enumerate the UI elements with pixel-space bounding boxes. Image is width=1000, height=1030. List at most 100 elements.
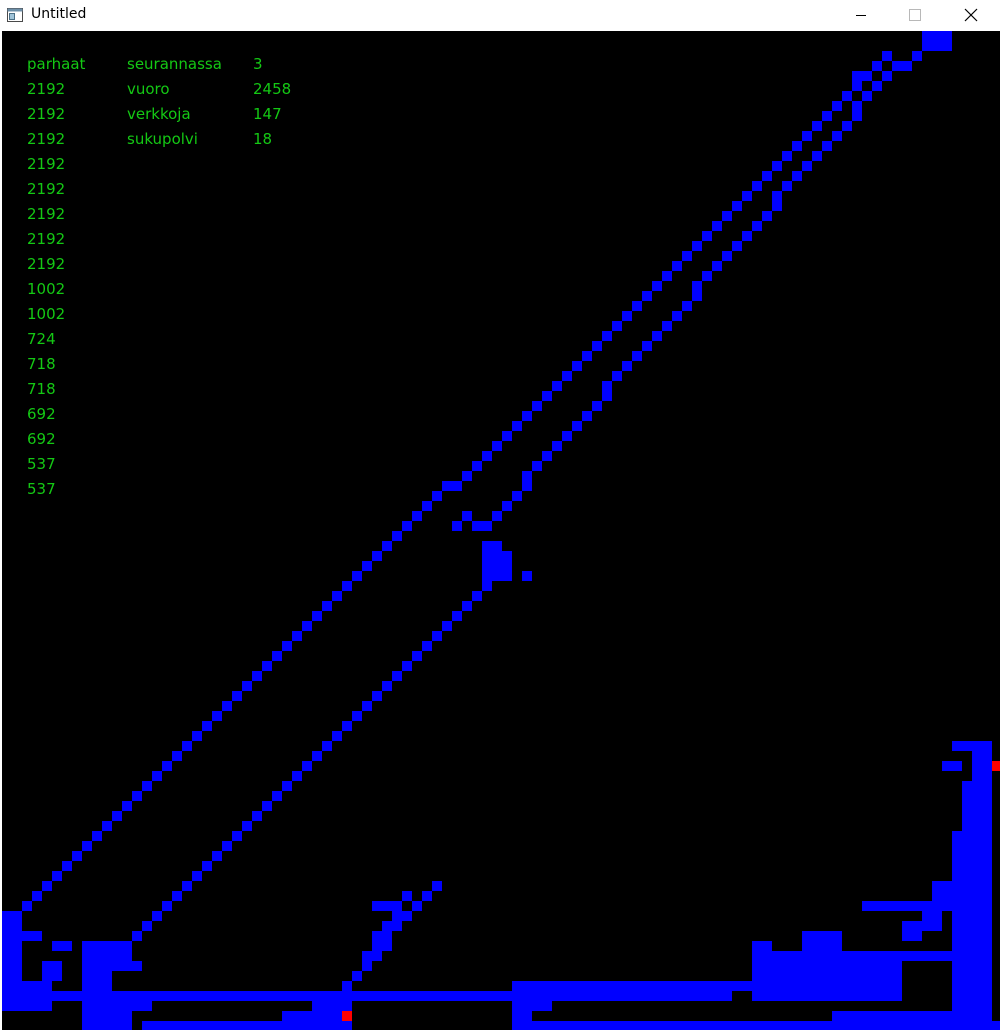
wall-block xyxy=(492,441,502,451)
wall-block xyxy=(602,391,612,401)
wall-block xyxy=(602,331,612,341)
wall-block xyxy=(512,421,522,431)
score-value: 718 xyxy=(27,380,56,398)
wall-block xyxy=(832,131,842,141)
wall-block xyxy=(772,201,782,211)
wall-block xyxy=(792,141,802,151)
wall-block xyxy=(52,871,62,881)
wall-block xyxy=(642,341,652,351)
wall-block xyxy=(362,961,372,971)
wall-block xyxy=(902,61,912,71)
wall-block xyxy=(202,861,212,871)
wall-block xyxy=(842,121,852,131)
title-bar[interactable]: Untitled xyxy=(0,0,1000,30)
wall-block xyxy=(762,211,772,221)
wall-block xyxy=(792,171,802,181)
wall-block xyxy=(242,821,252,831)
wall-block xyxy=(382,681,392,691)
wall-block xyxy=(452,481,462,491)
wall-block xyxy=(342,581,352,591)
wall-block xyxy=(482,451,492,461)
wall-block xyxy=(682,301,692,311)
wall-block xyxy=(572,361,582,371)
wall-block xyxy=(542,391,552,401)
wall-block xyxy=(22,901,32,911)
minimize-button[interactable] xyxy=(838,0,884,30)
wall-block xyxy=(682,251,692,261)
score-value: 692 xyxy=(27,430,56,448)
wall-block xyxy=(952,741,982,751)
wall-block xyxy=(642,291,652,301)
wall-block xyxy=(372,691,382,701)
wall-block xyxy=(342,981,352,991)
wall-block xyxy=(292,771,302,781)
wall-block xyxy=(872,81,882,91)
wall-block xyxy=(282,781,292,791)
wall-block xyxy=(372,551,382,561)
scores-header: parhaat xyxy=(27,55,86,73)
wall-block xyxy=(692,291,702,301)
wall-block xyxy=(102,961,142,971)
wall-block xyxy=(932,881,952,911)
wall-block xyxy=(552,981,752,991)
wall-block xyxy=(472,461,482,471)
wall-block xyxy=(182,881,192,891)
wall-block xyxy=(482,551,512,581)
close-icon xyxy=(964,8,978,22)
wall-block xyxy=(402,661,412,671)
wall-block xyxy=(472,591,482,601)
wall-block xyxy=(32,891,42,901)
wall-block xyxy=(42,881,52,891)
wall-block xyxy=(832,1011,952,1021)
wall-block xyxy=(712,261,722,271)
wall-block xyxy=(662,271,672,281)
wall-block xyxy=(142,1021,342,1030)
wall-block xyxy=(732,201,742,211)
wall-block xyxy=(702,231,712,241)
wall-block xyxy=(882,71,892,81)
maximize-button[interactable] xyxy=(892,0,938,30)
game-canvas[interactable]: parhaat 2192 2192 2192 2192 2192 2192 21… xyxy=(2,31,1000,1030)
wall-block xyxy=(322,601,332,611)
stat-value-followed: 3 xyxy=(253,55,263,73)
app-window-icon xyxy=(7,8,23,22)
wall-block xyxy=(192,871,202,881)
wall-block xyxy=(272,651,282,661)
close-button[interactable] xyxy=(948,0,994,30)
wall-block xyxy=(622,361,632,371)
wall-block xyxy=(652,331,662,341)
wall-block xyxy=(372,951,382,961)
wall-block xyxy=(102,821,112,831)
minimize-icon xyxy=(856,15,866,16)
wall-block xyxy=(432,881,442,891)
wall-block xyxy=(222,841,232,851)
stat-label-followed: seurannassa xyxy=(127,55,222,73)
wall-block xyxy=(562,431,572,441)
wall-block xyxy=(562,371,572,381)
wall-block xyxy=(902,921,922,941)
wall-block xyxy=(812,121,822,131)
wall-block xyxy=(342,721,352,731)
wall-block xyxy=(282,641,292,651)
wall-block xyxy=(372,901,402,911)
score-value: 2192 xyxy=(27,80,66,98)
wall-block xyxy=(772,191,782,201)
score-value: 1002 xyxy=(27,305,66,323)
wall-block xyxy=(852,101,862,111)
score-value: 2192 xyxy=(27,230,66,248)
wall-block xyxy=(82,941,122,951)
wall-block xyxy=(412,901,422,911)
wall-block xyxy=(632,351,642,361)
wall-block xyxy=(622,311,632,321)
wall-block xyxy=(762,171,772,181)
wall-block xyxy=(52,991,512,1001)
wall-block xyxy=(482,521,492,531)
wall-block xyxy=(112,811,122,821)
wall-block xyxy=(802,161,812,171)
wall-block xyxy=(512,991,732,1001)
wall-block xyxy=(632,301,642,311)
wall-block xyxy=(502,431,512,441)
wall-block xyxy=(132,931,142,941)
score-value: 2192 xyxy=(27,205,66,223)
wall-block xyxy=(332,731,342,741)
